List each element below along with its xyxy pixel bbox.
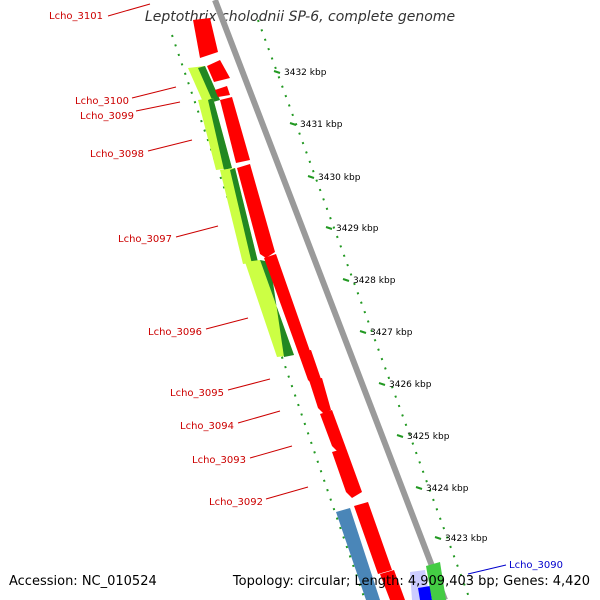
gene-arrow[interactable] [220, 97, 250, 163]
gene-label[interactable]: Lcho_3093 [192, 455, 246, 466]
gene-arrow[interactable] [332, 448, 362, 498]
gene-label[interactable]: Lcho_3097 [118, 234, 172, 245]
similarity-band [188, 66, 294, 357]
gene-label[interactable]: Lcho_3099 [80, 111, 134, 122]
gene-label[interactable]: Lcho_3100 [75, 96, 129, 107]
similarity-segment [198, 66, 220, 102]
gene-arrow[interactable] [207, 60, 230, 82]
scale-tick [434, 536, 442, 540]
scale-tick-label: 3425 kbp [407, 432, 450, 442]
bottom-gene-blocks [410, 562, 446, 600]
scale-tick-label: 3424 kbp [426, 484, 469, 494]
scale-tick-label: 3426 kbp [389, 380, 432, 390]
forward-genes [193, 18, 405, 600]
gene-label-leader [249, 445, 293, 459]
scale-tick [325, 226, 333, 230]
scale-tick-labels: 3432 kbp 3431 kbp 3430 kbp 3429 kbp 3428 kbp… [284, 68, 488, 544]
gene-arrow[interactable] [309, 378, 331, 414]
gene-label[interactable]: Lcho_3090 [509, 560, 563, 571]
gene-label-leader [227, 378, 271, 391]
gene-label-leader [175, 225, 219, 238]
gene-label-leader [467, 564, 507, 575]
scale-tick [273, 70, 281, 74]
gene-block[interactable] [426, 562, 446, 600]
scale-tick [307, 175, 315, 179]
gene-label[interactable]: Lcho_3095 [170, 388, 224, 399]
gene-label-leader [135, 101, 181, 112]
scale-tick [342, 278, 350, 282]
gene-arrow[interactable] [237, 164, 275, 258]
scale-tick-label: 3431 kbp [300, 120, 343, 130]
scale-tick-label: 3423 kbp [445, 534, 488, 544]
reverse-gene-arrow[interactable] [336, 508, 380, 600]
scale-tick-label: 3429 kbp [336, 224, 379, 234]
gene-arrow[interactable] [380, 570, 405, 600]
similarity-segment [208, 98, 232, 170]
gene-label-leader [265, 486, 309, 500]
similarity-segment [230, 168, 258, 264]
gene-label-leader [205, 317, 249, 330]
scale-tick [289, 122, 297, 126]
gene-arrow[interactable] [264, 254, 311, 358]
scale-tick [359, 330, 367, 334]
gene-label-leader [107, 3, 151, 17]
gene-arrow[interactable] [354, 502, 392, 574]
gene-arrow[interactable] [320, 410, 346, 452]
gene-label-leader [131, 86, 177, 99]
gene-arrow[interactable] [193, 18, 218, 58]
topology-summary: Topology: circular; Length: 4,909,403 bp… [232, 574, 590, 589]
scale-tick-marks [273, 70, 442, 540]
scale-tick-label: 3427 kbp [370, 328, 413, 338]
scale-tick-label: 3432 kbp [284, 68, 327, 78]
gene-block[interactable] [418, 586, 432, 600]
gene-labels: Lcho_3101 Lcho_3100 Lcho_3099 Lcho_3098 Lcho… [49, 3, 563, 575]
scale-tick [396, 434, 404, 438]
gene-label[interactable]: Lcho_3096 [148, 327, 202, 338]
gene-label-leader [147, 139, 193, 152]
scale-tick [378, 382, 386, 386]
gene-label[interactable]: Lcho_3092 [209, 497, 263, 508]
backbone [212, 0, 448, 600]
gene-label[interactable]: Lcho_3098 [90, 149, 144, 160]
gene-arrow[interactable] [215, 86, 230, 97]
gene-label[interactable]: Lcho_3094 [180, 421, 234, 432]
scale-tick-label: 3428 kbp [353, 276, 396, 286]
gene-label-leader [237, 410, 281, 424]
scale-tick [415, 486, 423, 490]
accession-label: Accession: NC_010524 [9, 574, 157, 589]
gene-label[interactable]: Lcho_3101 [49, 11, 103, 22]
gene-arrow[interactable] [298, 350, 322, 386]
scale-tick-label: 3430 kbp [318, 173, 361, 183]
similarity-segment [260, 260, 294, 357]
